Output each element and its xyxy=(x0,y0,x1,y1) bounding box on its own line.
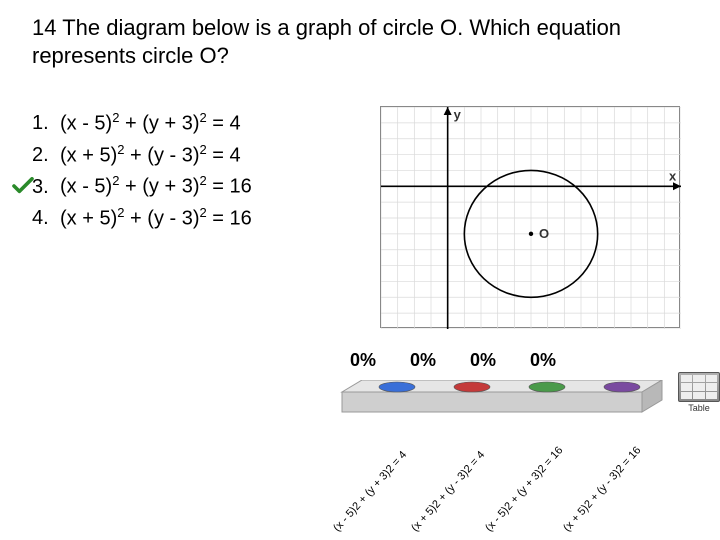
table-icon xyxy=(678,372,720,402)
option-2: 2. (x + 5)2 + (y - 3)2 = 4 xyxy=(32,140,252,172)
table-button[interactable]: Table xyxy=(678,372,720,413)
option-equation: (x + 5)2 + (y - 3)2 = 4 xyxy=(60,140,241,172)
svg-text:O: O xyxy=(539,226,549,241)
option-equation: (x - 5)2 + (y + 3)2 = 4 xyxy=(60,108,241,140)
checkmark-icon xyxy=(12,177,34,195)
platform-svg xyxy=(332,380,672,430)
option-equation: (x - 5)2 + (y + 3)2 = 16 xyxy=(60,171,252,203)
option-1: 1. (x - 5)2 + (y + 3)2 = 4 xyxy=(32,108,252,140)
option-3: 3. (x - 5)2 + (y + 3)2 = 16 xyxy=(32,171,252,203)
percent-value: 0% xyxy=(410,350,436,371)
option-number: 4. xyxy=(32,203,60,234)
question-text: 14 The diagram below is a graph of circl… xyxy=(0,0,720,73)
option-number: 1. xyxy=(32,108,60,139)
table-label: Table xyxy=(678,403,720,413)
graph-svg: Ox y xyxy=(381,107,681,329)
svg-text:y: y xyxy=(454,107,462,122)
option-number: 3. xyxy=(32,172,60,203)
percent-value: 0% xyxy=(530,350,556,371)
bar-label: (x + 5)2 + (y - 3)2 = 16 xyxy=(561,444,643,534)
svg-text:x: x xyxy=(669,168,677,183)
response-chart: 0% 0% 0% 0% (x - 5)2 + (y + 3)2 = 4(x + … xyxy=(332,350,712,540)
option-4: 4. (x + 5)2 + (y - 3)2 = 16 xyxy=(32,203,252,235)
percent-value: 0% xyxy=(350,350,376,371)
coordinate-graph: Ox y xyxy=(380,106,680,328)
option-number: 2. xyxy=(32,140,60,171)
percent-row: 0% 0% 0% 0% xyxy=(332,350,712,371)
bar-label: (x - 5)2 + (y + 3)2 = 4 xyxy=(331,449,409,534)
question-number: 14 xyxy=(32,15,56,40)
bar-label: (x + 5)2 + (y - 3)2 = 4 xyxy=(409,449,487,534)
bar-label: (x - 5)2 + (y + 3)2 = 16 xyxy=(483,444,565,534)
percent-value: 0% xyxy=(470,350,496,371)
options-list: 1. (x - 5)2 + (y + 3)2 = 4 2. (x + 5)2 +… xyxy=(32,108,252,235)
option-equation: (x + 5)2 + (y - 3)2 = 16 xyxy=(60,203,252,235)
question-body: The diagram below is a graph of circle O… xyxy=(32,15,621,68)
